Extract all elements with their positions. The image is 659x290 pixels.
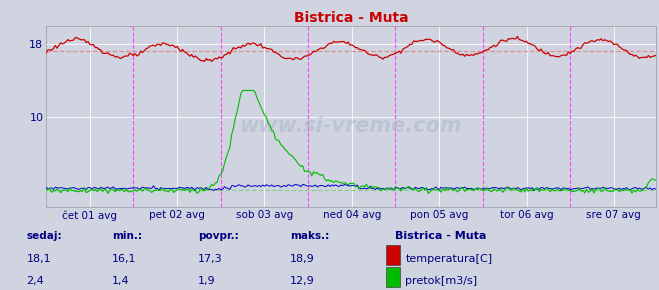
Text: temperatura[C]: temperatura[C] xyxy=(405,254,492,264)
Title: Bistrica - Muta: Bistrica - Muta xyxy=(294,11,408,25)
Text: 16,1: 16,1 xyxy=(112,254,136,264)
Text: maks.:: maks.: xyxy=(290,231,330,241)
Text: 1,4: 1,4 xyxy=(112,276,130,286)
Text: min.:: min.: xyxy=(112,231,142,241)
Text: 17,3: 17,3 xyxy=(198,254,222,264)
Text: Bistrica - Muta: Bistrica - Muta xyxy=(395,231,487,241)
Text: 1,9: 1,9 xyxy=(198,276,215,286)
Text: povpr.:: povpr.: xyxy=(198,231,239,241)
Text: pretok[m3/s]: pretok[m3/s] xyxy=(405,276,477,286)
Text: sedaj:: sedaj: xyxy=(26,231,62,241)
Text: 12,9: 12,9 xyxy=(290,276,315,286)
Text: 18,9: 18,9 xyxy=(290,254,315,264)
Text: www.si-vreme.com: www.si-vreme.com xyxy=(240,116,462,136)
Text: 2,4: 2,4 xyxy=(26,276,44,286)
Text: 18,1: 18,1 xyxy=(26,254,51,264)
